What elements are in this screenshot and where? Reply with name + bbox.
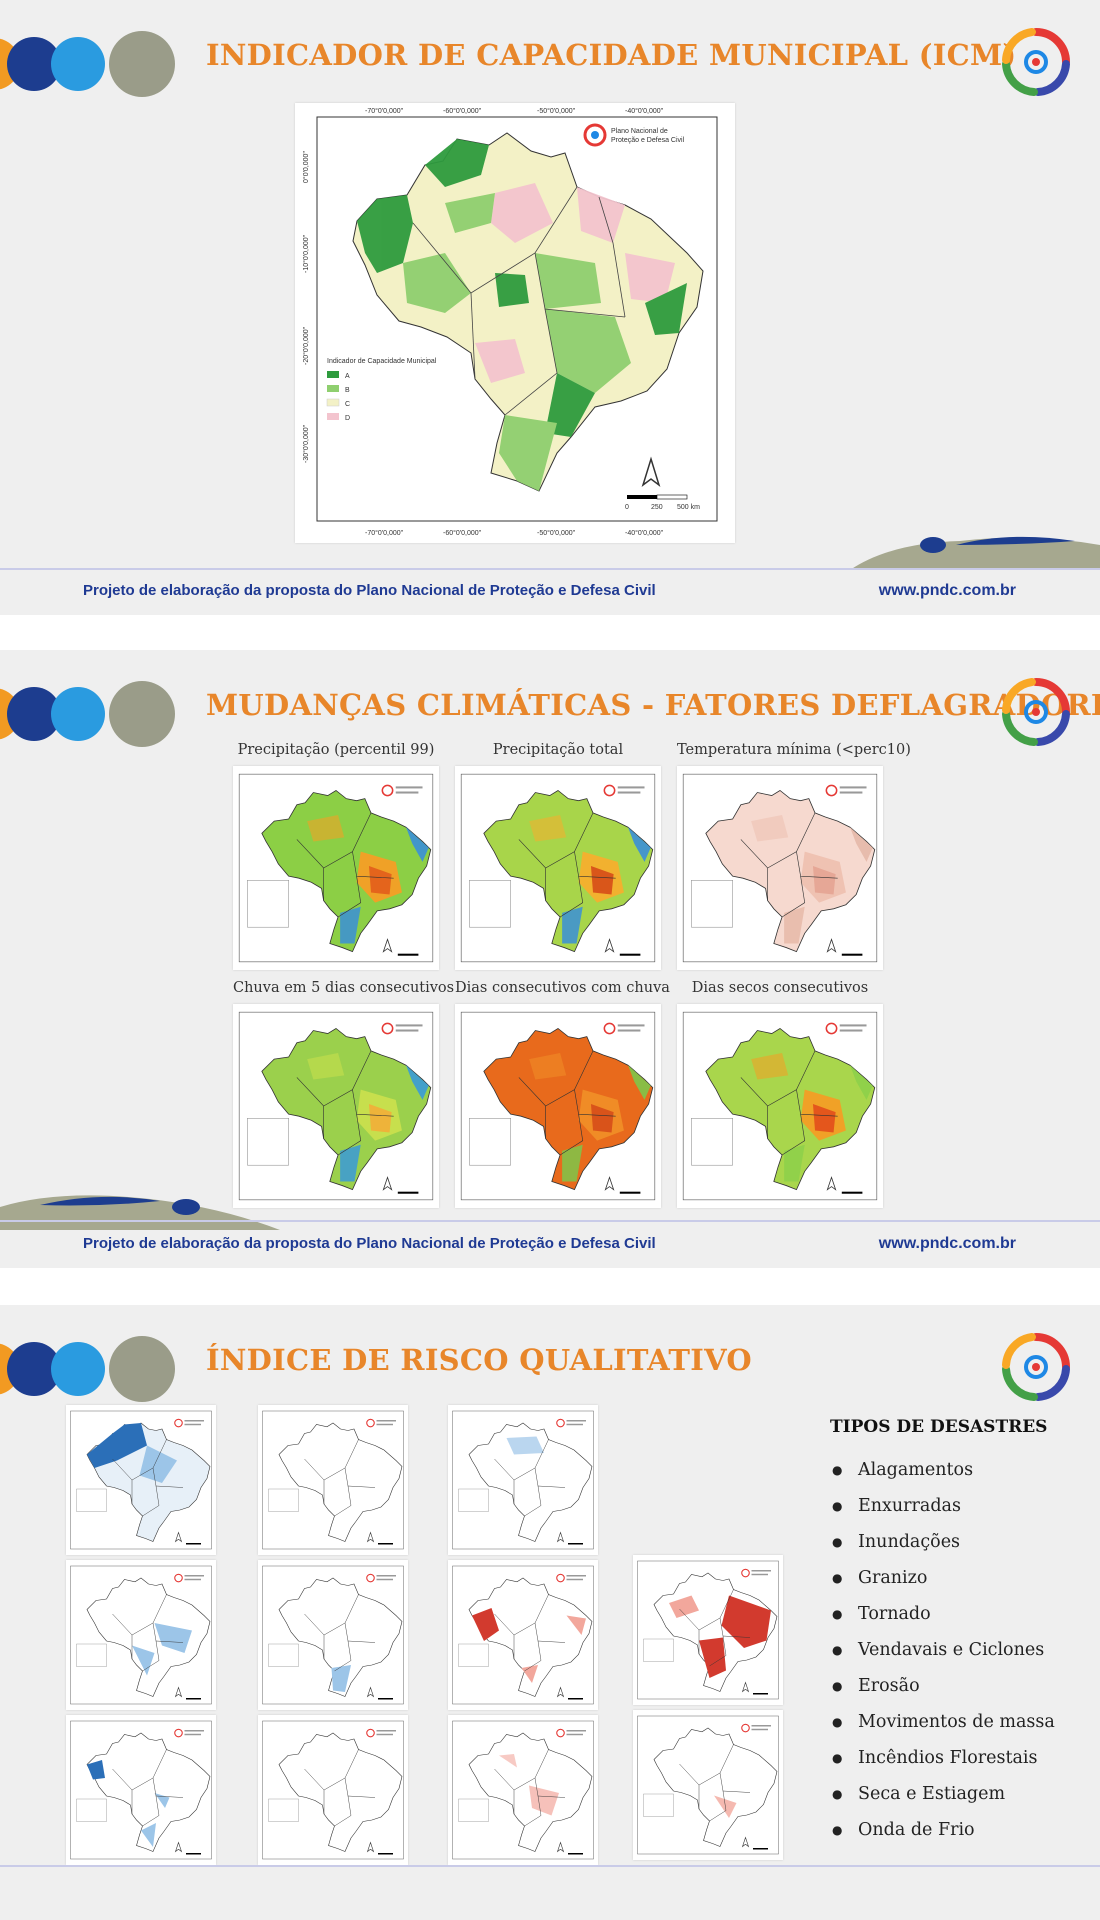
svg-text:-30°0'0,000": -30°0'0,000" xyxy=(302,424,310,463)
climate-map xyxy=(455,766,661,970)
footer-divider xyxy=(0,1220,1100,1222)
slide-icm: INDICADOR DE CAPACIDADE MUNICIPAL (ICM) … xyxy=(0,0,1100,615)
footer-website-link[interactable]: www.pndc.com.br xyxy=(878,582,1016,599)
icm-map: -70°0'0,000" -60°0'0,000" -50°0'0,000" -… xyxy=(295,103,735,543)
risk-map xyxy=(258,1560,408,1710)
slide-mudancas-climaticas: MUDANÇAS CLIMÁTICAS - FATORES DEFLAGRADO… xyxy=(0,650,1100,1268)
map-graticule-labels: -70°0'0,000" -60°0'0,000" -50°0'0,000" -… xyxy=(302,107,664,537)
map-legend: Indicador de Capacidade Municipal A B C … xyxy=(326,358,437,422)
scale-bar: 0 250 500 km xyxy=(625,494,700,511)
svg-text:-40°0'0,000": -40°0'0,000" xyxy=(625,529,664,537)
list-item: Vendavais e Ciclones xyxy=(832,1632,1055,1668)
page-title: ÍNDICE DE RISCO QUALITATIVO xyxy=(206,1343,752,1377)
page-title: MUDANÇAS CLIMÁTICAS - FATORES DEFLAGRADO… xyxy=(206,688,1100,722)
svg-text:B: B xyxy=(345,387,350,394)
climate-map-caption: Precipitação total xyxy=(492,742,624,758)
climate-map-caption: Precipitação (percentil 99) xyxy=(237,742,435,758)
risk-map xyxy=(258,1405,408,1555)
climate-map-caption: Temperatura mínima (<perc10) xyxy=(677,742,911,758)
footer-divider xyxy=(0,568,1100,570)
footer-divider xyxy=(0,1865,1100,1867)
decorative-circles xyxy=(0,31,175,97)
svg-text:-10°0'0,000": -10°0'0,000" xyxy=(302,234,310,273)
climate-map xyxy=(233,1004,439,1208)
svg-text:-70°0'0,000": -70°0'0,000" xyxy=(365,107,404,115)
slide-indice-risco: ÍNDICE DE RISCO QUALITATIVO TIPOS DE DES… xyxy=(0,1305,1100,1920)
pndc-logo-icon xyxy=(1002,1333,1070,1401)
svg-text:-70°0'0,000": -70°0'0,000" xyxy=(365,529,404,537)
svg-text:-50°0'0,000": -50°0'0,000" xyxy=(537,529,576,537)
climate-map xyxy=(677,1004,883,1208)
list-item: Movimentos de massa xyxy=(832,1704,1055,1740)
risk-map xyxy=(258,1715,408,1865)
disaster-types-list: Alagamentos Enxurradas Inundações Graniz… xyxy=(832,1452,1055,1848)
climate-map xyxy=(233,766,439,970)
climate-map xyxy=(455,1004,661,1208)
climate-map-caption: Dias consecutivos com chuva xyxy=(455,980,670,996)
risk-map xyxy=(448,1715,598,1865)
footer-project-text: Projeto de elaboração da proposta do Pla… xyxy=(83,582,656,599)
decorative-circles xyxy=(0,1336,175,1402)
svg-text:-20°0'0,000": -20°0'0,000" xyxy=(302,326,310,365)
pndc-logo-icon xyxy=(1002,678,1070,746)
risk-map xyxy=(66,1560,216,1710)
north-arrow-icon xyxy=(641,456,661,487)
svg-text:-60°0'0,000": -60°0'0,000" xyxy=(443,107,482,115)
list-item: Incêndios Florestais xyxy=(832,1740,1055,1776)
disaster-types-title: TIPOS DE DESASTRES xyxy=(830,1417,1048,1437)
svg-text:Plano Nacional de: Plano Nacional de xyxy=(611,128,668,135)
footer-project-text: Projeto de elaboração da proposta do Pla… xyxy=(83,1235,656,1252)
risk-map xyxy=(448,1560,598,1710)
page-title: INDICADOR DE CAPACIDADE MUNICIPAL (ICM) xyxy=(206,38,1017,72)
decorative-circles xyxy=(0,681,175,747)
climate-map-caption: Chuva em 5 dias consecutivos xyxy=(233,980,455,996)
climate-map xyxy=(677,766,883,970)
svg-text:C: C xyxy=(345,401,350,408)
decorative-wave xyxy=(850,536,1100,570)
svg-text:500 km: 500 km xyxy=(677,504,700,511)
svg-text:0°0'0,000": 0°0'0,000" xyxy=(302,151,310,183)
svg-text:D: D xyxy=(345,415,350,422)
list-item: Enxurradas xyxy=(832,1488,1055,1524)
map-inner-logo: Plano Nacional de Proteção e Defesa Civi… xyxy=(583,123,685,147)
list-item: Tornado xyxy=(832,1596,1055,1632)
svg-text:-50°0'0,000": -50°0'0,000" xyxy=(537,107,576,115)
risk-map xyxy=(66,1405,216,1555)
svg-text:-40°0'0,000": -40°0'0,000" xyxy=(625,107,664,115)
icm-patches xyxy=(357,139,687,491)
svg-text:Indicador de Capacidade Munici: Indicador de Capacidade Municipal xyxy=(327,358,437,365)
list-item: Erosão xyxy=(832,1668,1055,1704)
svg-text:A: A xyxy=(345,373,350,380)
risk-map xyxy=(448,1405,598,1555)
climate-map-caption: Dias secos consecutivos xyxy=(691,980,869,996)
svg-text:250: 250 xyxy=(651,504,663,511)
footer-website-link[interactable]: www.pndc.com.br xyxy=(878,1235,1016,1252)
risk-map xyxy=(66,1715,216,1865)
svg-text:-60°0'0,000": -60°0'0,000" xyxy=(443,529,482,537)
list-item: Onda de Frio xyxy=(832,1812,1055,1848)
svg-text:Proteção e Defesa Civil: Proteção e Defesa Civil xyxy=(611,137,685,144)
decorative-wave xyxy=(0,1195,280,1230)
risk-map xyxy=(633,1710,783,1860)
list-item: Seca e Estiagem xyxy=(832,1776,1055,1812)
svg-text:0: 0 xyxy=(625,504,629,511)
list-item: Granizo xyxy=(832,1560,1055,1596)
risk-map xyxy=(633,1555,783,1705)
list-item: Alagamentos xyxy=(832,1452,1055,1488)
pndc-logo-icon xyxy=(1002,28,1070,96)
list-item: Inundações xyxy=(832,1524,1055,1560)
region-borders xyxy=(412,186,626,416)
